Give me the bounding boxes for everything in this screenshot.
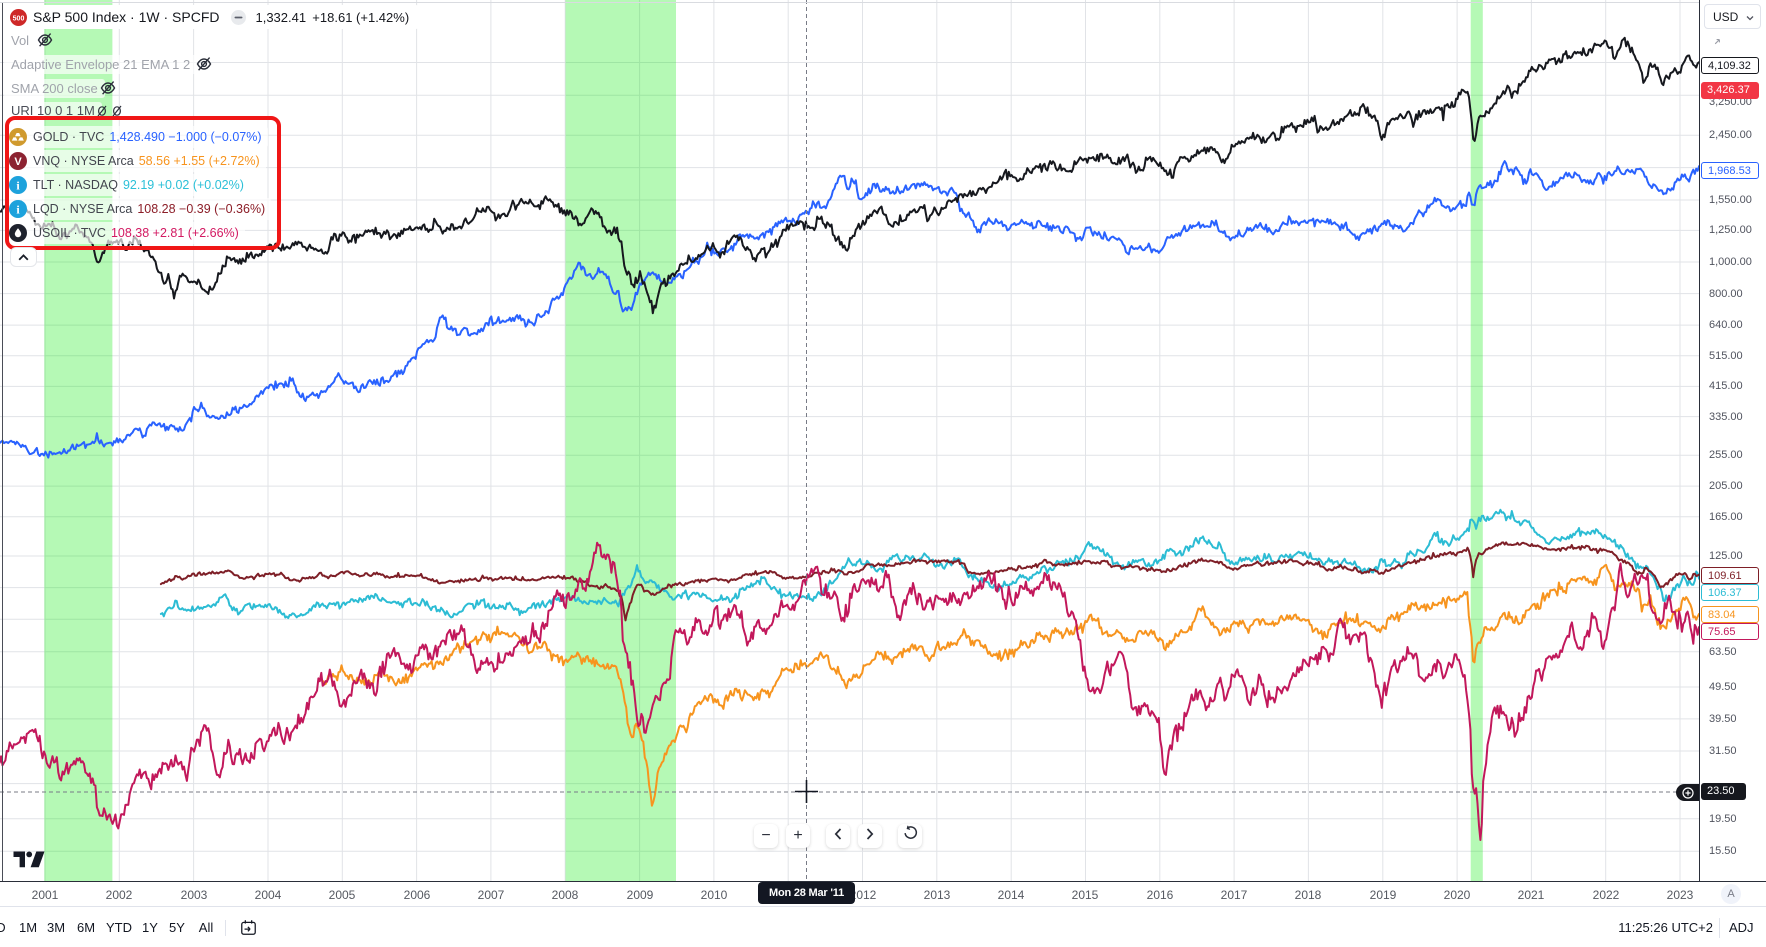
svg-text:i: i <box>16 179 20 193</box>
svg-text:i: i <box>16 203 20 217</box>
svg-text:V: V <box>14 156 22 168</box>
svg-text:500: 500 <box>13 15 25 22</box>
